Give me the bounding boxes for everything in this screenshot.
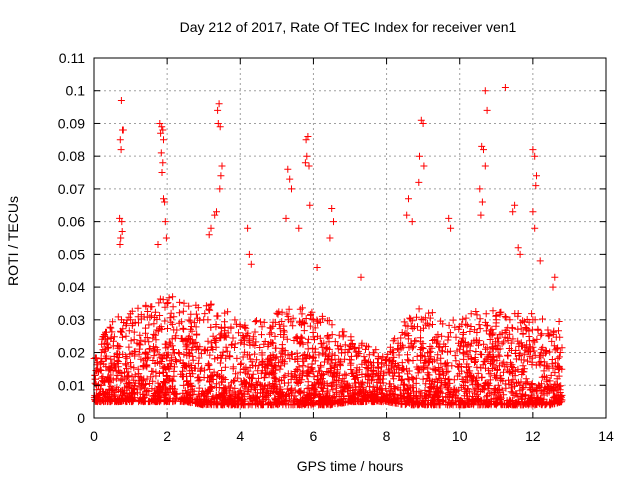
y-axis-label: ROTI / TECUs xyxy=(5,196,21,286)
x-tick-label: 12 xyxy=(525,428,541,444)
chart-title: Day 212 of 2017, Rate Of TEC Index for r… xyxy=(180,19,517,35)
y-tick-label: 0.06 xyxy=(58,214,85,230)
y-tick-label: 0.11 xyxy=(59,50,85,66)
data-points xyxy=(90,84,566,409)
y-tick-label: 0.05 xyxy=(58,246,85,262)
y-tick-label: 0.04 xyxy=(58,279,85,295)
x-tick-label: 10 xyxy=(452,428,468,444)
axis-ticks xyxy=(93,57,607,419)
y-tick-label: 0.02 xyxy=(58,345,85,361)
y-tick-label: 0.09 xyxy=(58,115,85,131)
roti-point-marks xyxy=(90,84,566,409)
x-tick-labels: 0 2 4 6 8 10 12 14 xyxy=(90,428,614,444)
x-tick-label: 8 xyxy=(383,428,391,444)
y-tick-label: 0 xyxy=(77,410,85,426)
x-tick-label: 14 xyxy=(598,428,614,444)
x-axis-label: GPS time / hours xyxy=(297,458,404,474)
x-tick-label: 4 xyxy=(236,428,244,444)
y-tick-label: 0.01 xyxy=(58,377,85,393)
y-tick-label: 0.07 xyxy=(58,181,85,197)
y-tick-label: 0.03 xyxy=(58,312,85,328)
x-tick-label: 6 xyxy=(310,428,318,444)
y-tick-label: 0.08 xyxy=(58,148,85,164)
y-tick-labels: 0 0.01 0.02 0.03 0.04 0.05 0.06 0.07 0.08 0.09 0.1… xyxy=(58,50,85,426)
x-tick-label: 2 xyxy=(163,428,171,444)
y-tick-label: 0.1 xyxy=(66,83,86,99)
x-tick-label: 0 xyxy=(90,428,98,444)
plot-frame xyxy=(93,57,607,419)
